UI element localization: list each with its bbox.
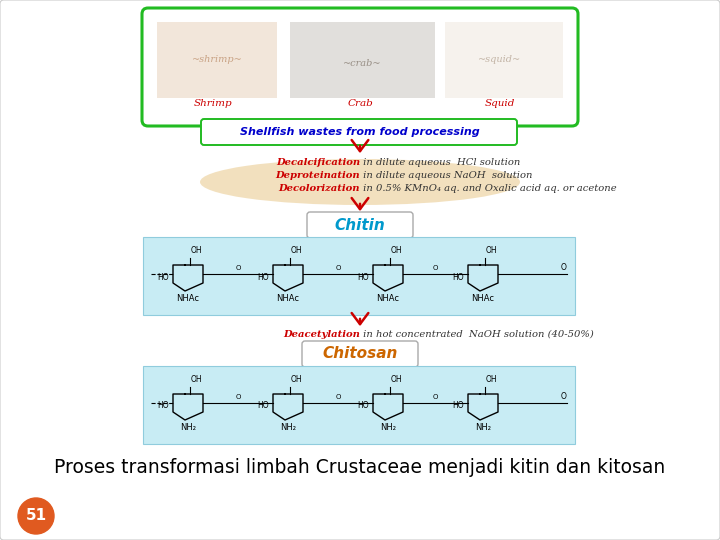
Text: Proses transformasi limbah Crustaceae menjadi kitin dan kitosan: Proses transformasi limbah Crustaceae me… bbox=[55, 458, 665, 477]
FancyBboxPatch shape bbox=[302, 341, 418, 367]
Text: Decolorization: Decolorization bbox=[279, 184, 360, 193]
Text: HO: HO bbox=[257, 273, 269, 281]
Circle shape bbox=[18, 498, 54, 534]
Text: HO: HO bbox=[157, 402, 168, 410]
Text: 51: 51 bbox=[25, 509, 47, 523]
Text: NH₂: NH₂ bbox=[380, 423, 396, 432]
Text: O: O bbox=[235, 265, 240, 271]
Text: ~shrimp~: ~shrimp~ bbox=[192, 56, 243, 64]
Text: Deacetylation: Deacetylation bbox=[283, 330, 360, 339]
Text: O: O bbox=[561, 392, 567, 401]
Text: NH₂: NH₂ bbox=[280, 423, 296, 432]
Text: O: O bbox=[336, 394, 341, 400]
Text: HO: HO bbox=[452, 273, 464, 281]
Text: Crab: Crab bbox=[347, 99, 373, 108]
Text: O: O bbox=[432, 265, 438, 271]
Text: HO: HO bbox=[257, 402, 269, 410]
Text: NHAc: NHAc bbox=[176, 294, 199, 303]
Text: OH: OH bbox=[486, 375, 498, 384]
FancyBboxPatch shape bbox=[201, 119, 517, 145]
Text: ~crab~: ~crab~ bbox=[343, 59, 382, 69]
FancyBboxPatch shape bbox=[143, 366, 575, 444]
Text: Shrimp: Shrimp bbox=[194, 99, 233, 108]
Text: HO: HO bbox=[452, 402, 464, 410]
FancyBboxPatch shape bbox=[143, 237, 575, 315]
Text: HO: HO bbox=[357, 402, 369, 410]
Bar bbox=[445, 22, 563, 98]
Text: O: O bbox=[235, 394, 240, 400]
Text: Chitosan: Chitosan bbox=[323, 347, 397, 361]
Text: HO: HO bbox=[157, 273, 168, 281]
Text: OH: OH bbox=[291, 246, 302, 255]
Text: OH: OH bbox=[486, 246, 498, 255]
FancyBboxPatch shape bbox=[142, 8, 578, 126]
Text: Squid: Squid bbox=[485, 99, 516, 108]
Text: OH: OH bbox=[391, 375, 402, 384]
Text: in hot concentrated  NaOH solution (40-50%): in hot concentrated NaOH solution (40-50… bbox=[360, 330, 594, 339]
Text: Chitin: Chitin bbox=[335, 218, 385, 233]
Ellipse shape bbox=[200, 159, 520, 205]
Text: OH: OH bbox=[191, 375, 202, 384]
Text: in dilute aqueous  HCl solution: in dilute aqueous HCl solution bbox=[360, 158, 521, 167]
Text: NHAc: NHAc bbox=[472, 294, 495, 303]
Text: O: O bbox=[336, 265, 341, 271]
Text: in 0.5% KMnO₄ aq. and Oxalic acid aq. or acetone: in 0.5% KMnO₄ aq. and Oxalic acid aq. or… bbox=[360, 184, 616, 193]
Text: NHAc: NHAc bbox=[276, 294, 300, 303]
Text: Deproteination: Deproteination bbox=[275, 171, 360, 180]
Text: NHAc: NHAc bbox=[377, 294, 400, 303]
Text: O: O bbox=[561, 263, 567, 272]
Text: NH₂: NH₂ bbox=[475, 423, 491, 432]
Bar bbox=[290, 22, 435, 98]
Text: OH: OH bbox=[191, 246, 202, 255]
Text: Decalcification: Decalcification bbox=[276, 158, 360, 167]
Text: ~squid~: ~squid~ bbox=[478, 56, 521, 64]
Text: in dilute aqueous NaOH  solution: in dilute aqueous NaOH solution bbox=[360, 171, 533, 180]
Bar bbox=[157, 22, 277, 98]
Text: OH: OH bbox=[391, 246, 402, 255]
Text: OH: OH bbox=[291, 375, 302, 384]
Text: HO: HO bbox=[357, 273, 369, 281]
Text: O: O bbox=[432, 394, 438, 400]
FancyBboxPatch shape bbox=[307, 212, 413, 238]
Text: NH₂: NH₂ bbox=[180, 423, 196, 432]
Text: Shellfish wastes from food processing: Shellfish wastes from food processing bbox=[240, 127, 480, 137]
